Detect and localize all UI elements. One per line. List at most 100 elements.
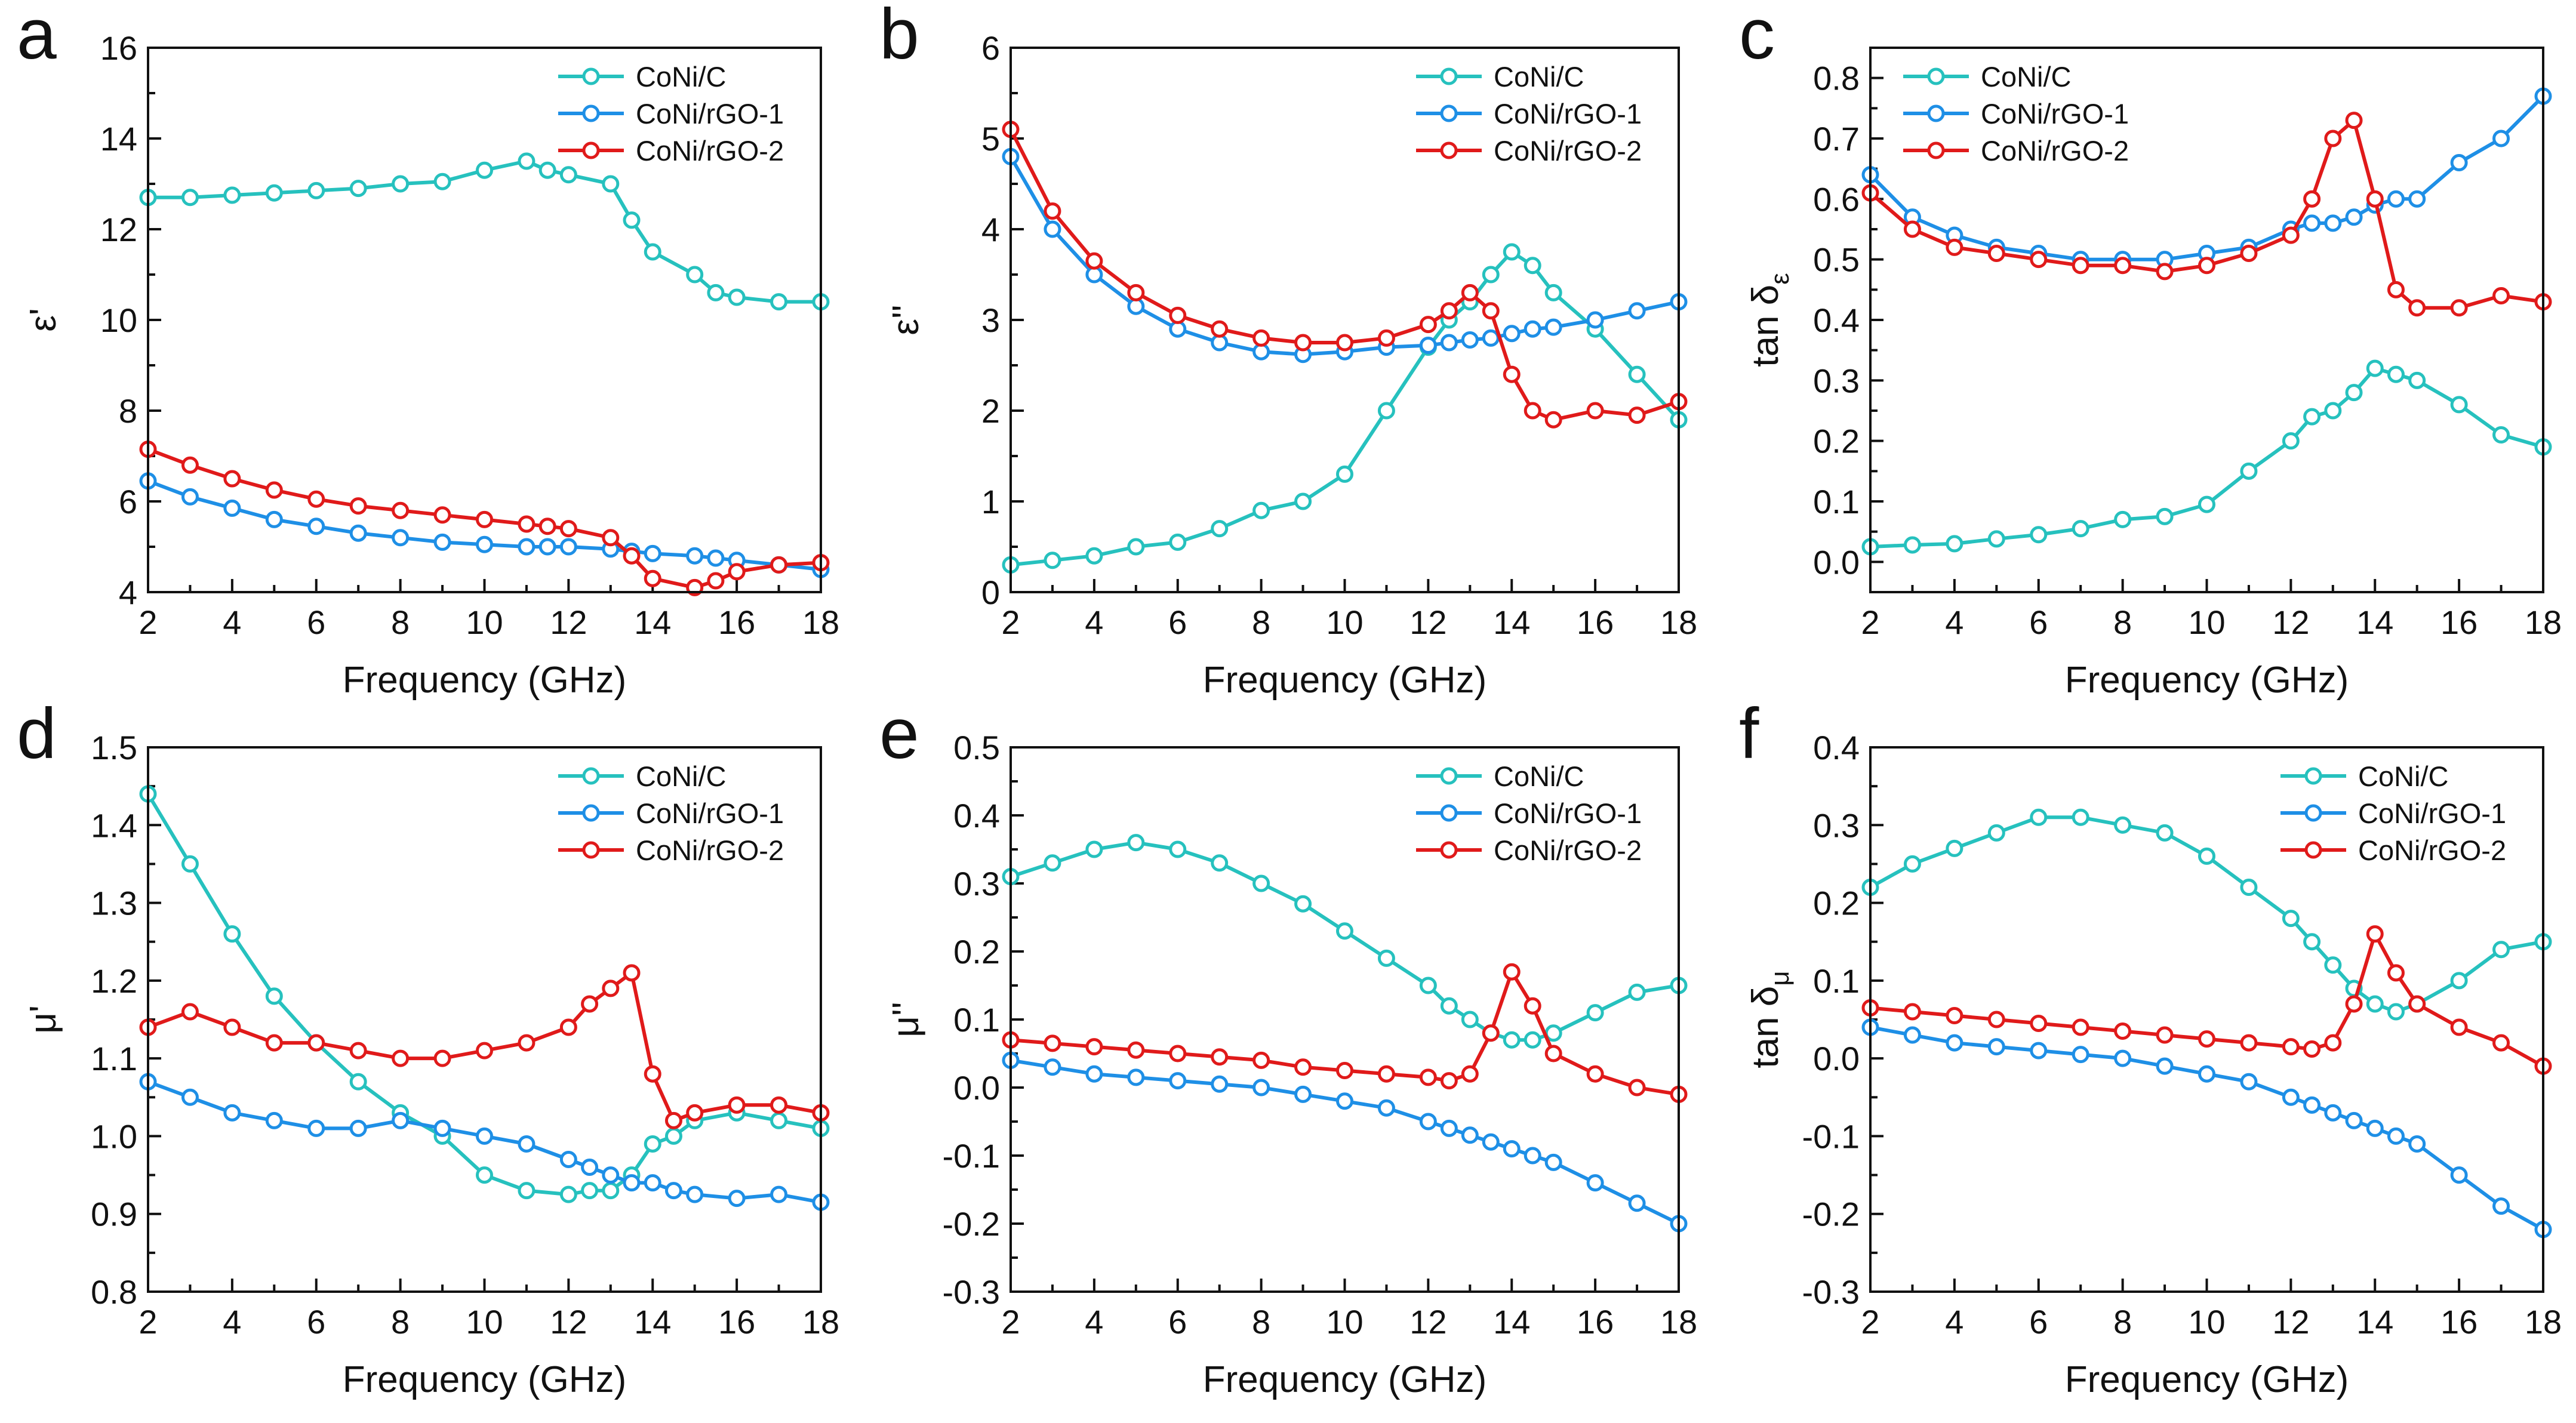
legend-label: CoNi/rGO-2 [1981,135,2129,167]
data-point [2345,384,2363,402]
data-point [518,1135,535,1153]
data-point [686,1185,704,1203]
data-point [644,1065,661,1083]
y-tick-label: 2 [981,392,1000,430]
data-point [1044,1058,1061,1076]
data-point [1127,284,1145,301]
data-point [433,533,451,551]
data-point [581,995,599,1013]
data-point [2240,879,2258,897]
data-point [1544,1045,1562,1062]
data-point [686,547,704,565]
data-point [1628,1194,1646,1212]
y-tick-label: 0.1 [1813,483,1860,520]
y-tick-label: 1.4 [91,806,137,844]
data-point [1211,1075,1229,1093]
data-point [181,855,199,873]
data-point [2240,245,2258,263]
x-tick-label: 12 [1409,603,1447,641]
series-coni-rgo-1 [139,1073,830,1211]
data-point [538,161,556,179]
data-point [1903,220,1921,238]
data-point [1377,1065,1395,1083]
x-tick-label: 4 [223,603,241,641]
legend-marker [2304,767,2322,785]
x-tick-label: 12 [550,1303,587,1341]
panel-letter: e [879,694,919,774]
data-point [644,1135,661,1153]
data-point [1294,492,1312,510]
x-tick-label: 2 [1861,1303,1879,1341]
data-point [2303,190,2321,208]
data-point [1377,402,1395,420]
panel-letter: b [879,0,919,74]
data-point [1044,854,1061,872]
data-point [1903,1026,1921,1044]
data-point [2114,510,2132,528]
y-tick-label: 1.0 [91,1117,137,1155]
legend-label: CoNi/rGO-1 [636,98,784,130]
y-tick-label: 0.0 [1813,543,1860,581]
data-point [1524,320,1541,338]
data-point [1586,311,1604,329]
data-point [623,211,641,229]
data-point [728,563,746,581]
panel-d: d 2 4 6 8 10 12 14 16 18 0.8 0.9 1.0 1.1 1.2 1.3 1.4 1.5 F… [17,694,839,1400]
data-point [2345,208,2363,226]
data-point [349,524,367,542]
y-tick-label: 4 [981,211,1000,248]
series-coni-rgo-2 [1861,112,2552,317]
legend-label: CoNi/C [2358,760,2448,792]
data-point [2324,130,2342,147]
data-point [2450,1018,2468,1036]
data-point [1252,501,1270,519]
data-point [2156,1026,2174,1044]
x-tick-label: 16 [1577,1303,1614,1341]
data-point [1419,316,1437,334]
data-point [1085,1065,1103,1083]
x-axis-title: Frequency (GHz) [2065,660,2349,701]
data-point [2324,402,2342,420]
data-point [1503,1031,1521,1049]
data-point [1169,1072,1187,1090]
x-axis-title: Frequency (GHz) [1203,1359,1486,1400]
data-point [1461,1011,1479,1028]
data-point [433,1049,451,1067]
data-point [1044,220,1061,238]
data-point [1946,535,1963,553]
data-point [1440,302,1458,320]
panel-letter: d [17,694,57,774]
legend-marker [582,767,600,785]
data-point [644,544,661,562]
data-point [307,1119,325,1137]
data-point [707,284,725,301]
legend-label: CoNi/rGO-1 [1981,98,2129,130]
data-point [686,1104,704,1122]
data-point [559,1151,577,1169]
data-point [559,166,577,184]
data-point [1294,334,1312,352]
data-point [349,1073,367,1091]
data-point [518,1034,535,1052]
x-axis-title: Frequency (GHz) [343,660,626,701]
x-tick-label: 6 [307,603,325,641]
data-point [1440,1072,1458,1090]
data-point [2450,1166,2468,1184]
data-point [2198,847,2215,865]
data-point [1440,997,1458,1015]
data-point [2030,1042,2048,1059]
data-point [707,572,725,590]
x-tick-label: 2 [139,1303,157,1341]
x-tick-label: 4 [1085,603,1103,641]
data-point [1252,1079,1270,1096]
data-point [2408,299,2426,317]
y-tick-label: 12 [100,211,137,248]
data-point [181,1088,199,1106]
data-point [518,1182,535,1200]
data-point [2282,1038,2300,1056]
x-tick-label: 16 [2440,603,2477,641]
data-point [476,535,493,553]
y-tick-label: -0.2 [1802,1196,1860,1233]
data-point [2282,226,2300,244]
